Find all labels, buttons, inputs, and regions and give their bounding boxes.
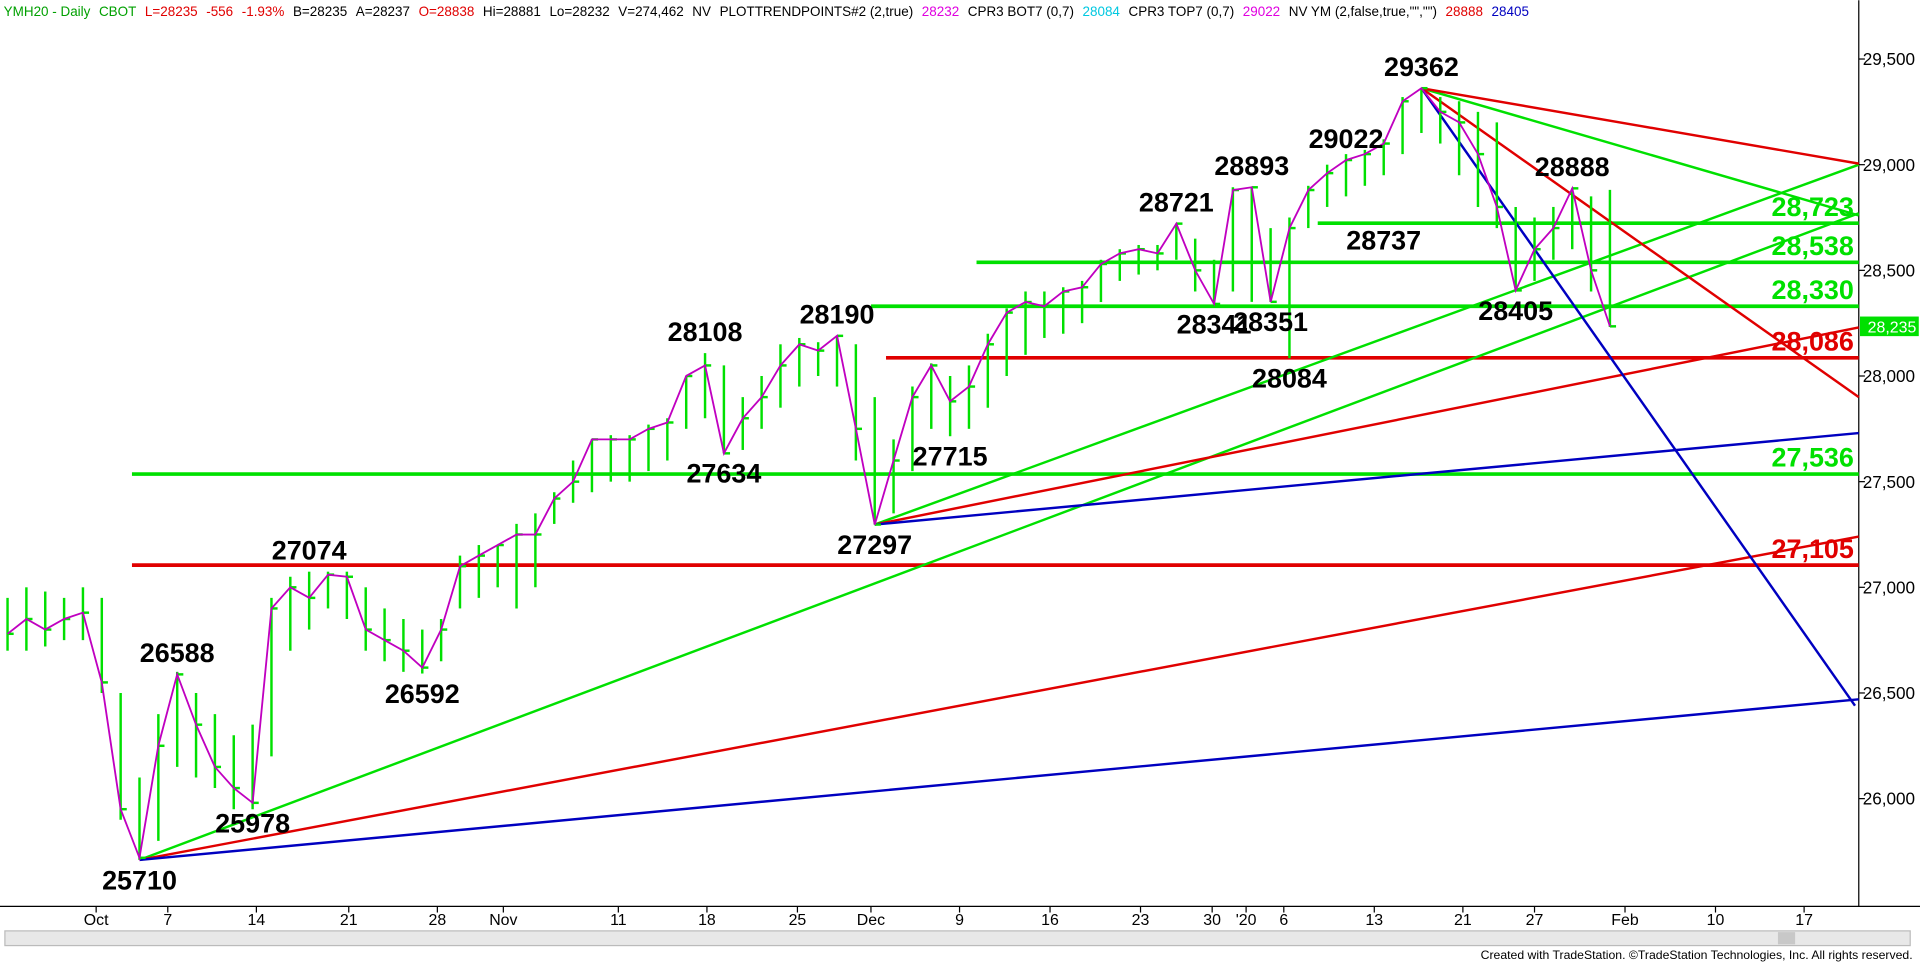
x-tick-label: Oct [84, 912, 109, 929]
x-tick-label: 18 [698, 912, 716, 929]
x-tick-label: 10 [1707, 912, 1725, 929]
pivot-label: 28888 [1535, 152, 1610, 182]
header-item: YMH20 - Daily [4, 4, 91, 19]
pivot-label: 29022 [1309, 124, 1384, 154]
header-item: V=274,462 [618, 4, 683, 19]
x-tick-label: 6 [1279, 912, 1288, 929]
trend-line [874, 163, 1860, 526]
x-tick-label: 11 [610, 912, 627, 929]
trend-line [1421, 86, 1859, 165]
header-item: B=28235 [293, 4, 347, 19]
header: YMH20 - Daily CBOT L=28235 -556 -1.93% B=2823… [4, 4, 1529, 19]
x-tick-label: 23 [1132, 912, 1150, 929]
y-tick-label: 27,500 [1863, 472, 1915, 492]
pivot-label: 28190 [800, 300, 875, 330]
pivot-label: 28721 [1139, 187, 1214, 217]
trend-line [874, 326, 1860, 526]
pivot-label: 28737 [1346, 226, 1421, 256]
pivot-label: 28108 [668, 317, 743, 347]
y-tick-label: 27,000 [1863, 577, 1915, 597]
header-item: PLOTTRENDPOINTS#2 (2,true) [720, 4, 914, 19]
x-tick-label: 28 [429, 912, 447, 929]
level-label: 28,723 [1772, 192, 1854, 222]
x-tick-label: 9 [955, 912, 964, 929]
trend-line [1421, 87, 1860, 217]
header-item: CPR3 BOT7 (0,7) [968, 4, 1074, 19]
x-tick-label: 30 [1203, 912, 1221, 929]
header-item: Lo=28232 [549, 4, 609, 19]
x-tick-label: Dec [857, 912, 885, 929]
y-tick-label: 28,000 [1863, 366, 1915, 386]
header-item: CPR3 TOP7 (0,7) [1129, 4, 1235, 19]
header-item: 28084 [1083, 4, 1121, 19]
x-tick-label: 16 [1041, 912, 1059, 929]
x-tick-label: Feb [1611, 912, 1639, 929]
level-label: 28,330 [1772, 275, 1854, 305]
x-tick-label: 25 [789, 912, 807, 929]
trend-line [1420, 87, 1860, 399]
header-item: 28232 [922, 4, 959, 19]
header-item: 28405 [1492, 4, 1529, 19]
pivot-label: 27634 [686, 459, 761, 489]
y-tick-label: 26,000 [1863, 789, 1915, 809]
scrollbar[interactable] [4, 930, 1911, 947]
x-tick-label: Nov [489, 912, 517, 929]
header-item: O=28838 [419, 4, 475, 19]
level-label: 28,538 [1772, 231, 1854, 261]
header-item: NV [692, 4, 711, 19]
pivot-label: 26592 [385, 679, 460, 709]
header-item: 28888 [1446, 4, 1483, 19]
pivot-label: 28341 [1177, 309, 1252, 339]
trend-line [139, 698, 1859, 862]
y-tick-label: 29,000 [1863, 155, 1915, 175]
x-tick-label: 13 [1365, 912, 1383, 929]
header-item: -556 [206, 4, 233, 19]
footer: Created with TradeStation. ©TradeStation… [1481, 948, 1913, 962]
y-tick-label: 29,500 [1863, 49, 1915, 69]
x-tick-label: 14 [248, 912, 266, 929]
header-item: CBOT [99, 4, 136, 19]
last-price-label: 28,235 [1868, 319, 1917, 336]
last-price-box [1860, 316, 1919, 337]
trend-line [874, 431, 1859, 526]
x-tick-label: 27 [1526, 912, 1544, 929]
x-tick-label: 21 [1454, 912, 1472, 929]
pivot-label: 29362 [1384, 52, 1459, 82]
pivot-label: 25978 [215, 809, 290, 839]
trend-line [139, 212, 1860, 862]
x-tick-label: 21 [340, 912, 358, 929]
pivot-label: 27715 [913, 442, 988, 472]
x-tick-label: 7 [163, 912, 172, 929]
trend-line [139, 535, 1860, 862]
pivot-label: 28893 [1214, 151, 1289, 181]
header-item: L=28235 [145, 4, 198, 19]
pivot-label: 27297 [837, 530, 912, 560]
y-tick-label: 26,500 [1863, 683, 1915, 703]
header-item: 29022 [1243, 4, 1280, 19]
trend-line [1420, 87, 1857, 707]
pivot-label: 28351 [1233, 307, 1308, 337]
level-label: 27,105 [1772, 534, 1854, 564]
pivot-label: 27074 [272, 535, 347, 565]
close-line [7, 86, 1611, 862]
header-item: NV YM (2,false,true,"","") [1289, 4, 1437, 19]
header-item: -1.93% [242, 4, 285, 19]
scrollbar-thumb[interactable] [1777, 932, 1796, 945]
x-tick-label: '20 [1236, 912, 1257, 929]
level-label: 27,536 [1772, 443, 1854, 473]
pivot-label: 26588 [140, 638, 215, 668]
pivot-label: 28084 [1252, 364, 1327, 394]
y-tick-label: 28,500 [1863, 260, 1915, 280]
header-item: A=28237 [356, 4, 410, 19]
x-tick-label: 17 [1795, 912, 1813, 929]
header-item: Hi=28881 [483, 4, 541, 19]
pivot-label: 28405 [1478, 296, 1553, 326]
pivot-label: 25710 [102, 865, 177, 895]
